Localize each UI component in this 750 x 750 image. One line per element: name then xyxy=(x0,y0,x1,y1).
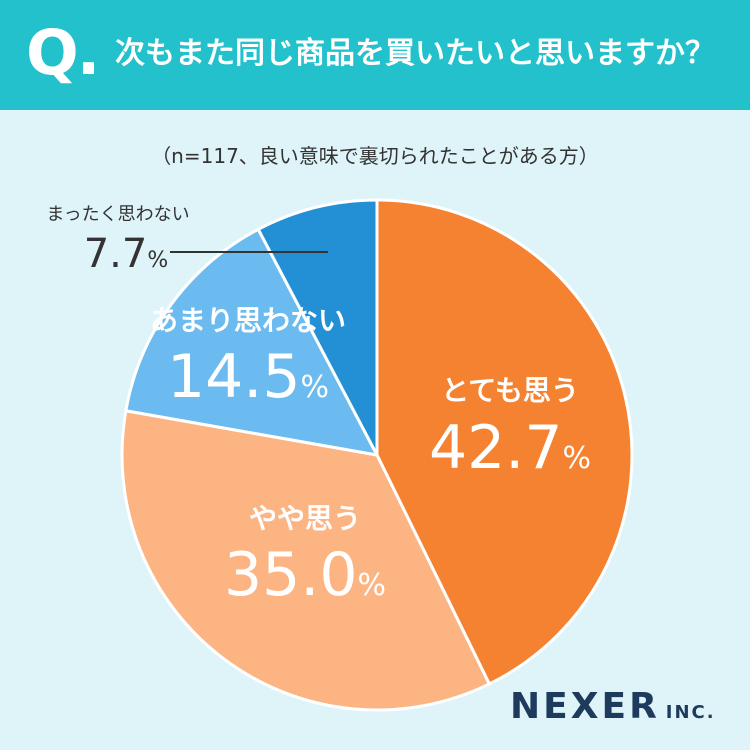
label-yaya-value: 35.0% xyxy=(224,540,386,610)
question-text: 次もまた同じ商品を買いたいと思いますか？ xyxy=(115,36,715,71)
question-banner: Q. 次もまた同じ商品を買いたいと思いますか？ xyxy=(0,0,750,110)
label-amari-name: あまり思わない xyxy=(150,304,346,337)
brand-logo: NEXER INC. xyxy=(510,686,716,727)
label-totemo-name: とても思う xyxy=(441,374,579,407)
slice-amari xyxy=(124,227,380,458)
label-mattaku-name: まったく思わない xyxy=(46,204,189,225)
label-amari-value: 14.5% xyxy=(167,342,329,412)
brand-suffix: INC. xyxy=(665,702,716,723)
label-totemo-value: 42.7% xyxy=(429,413,591,483)
q-mark: Q. xyxy=(26,16,100,89)
brand-name: NEXER xyxy=(510,686,660,727)
sample-note: （n=117、良い意味で裏切られたことがある方） xyxy=(151,144,599,168)
label-yaya-name: やや思う xyxy=(249,502,361,535)
slice-yaya xyxy=(120,408,492,712)
slice-totemo xyxy=(375,198,634,686)
label-mattaku-value: 7.7% xyxy=(84,231,169,277)
slice-mattaku xyxy=(256,198,379,456)
